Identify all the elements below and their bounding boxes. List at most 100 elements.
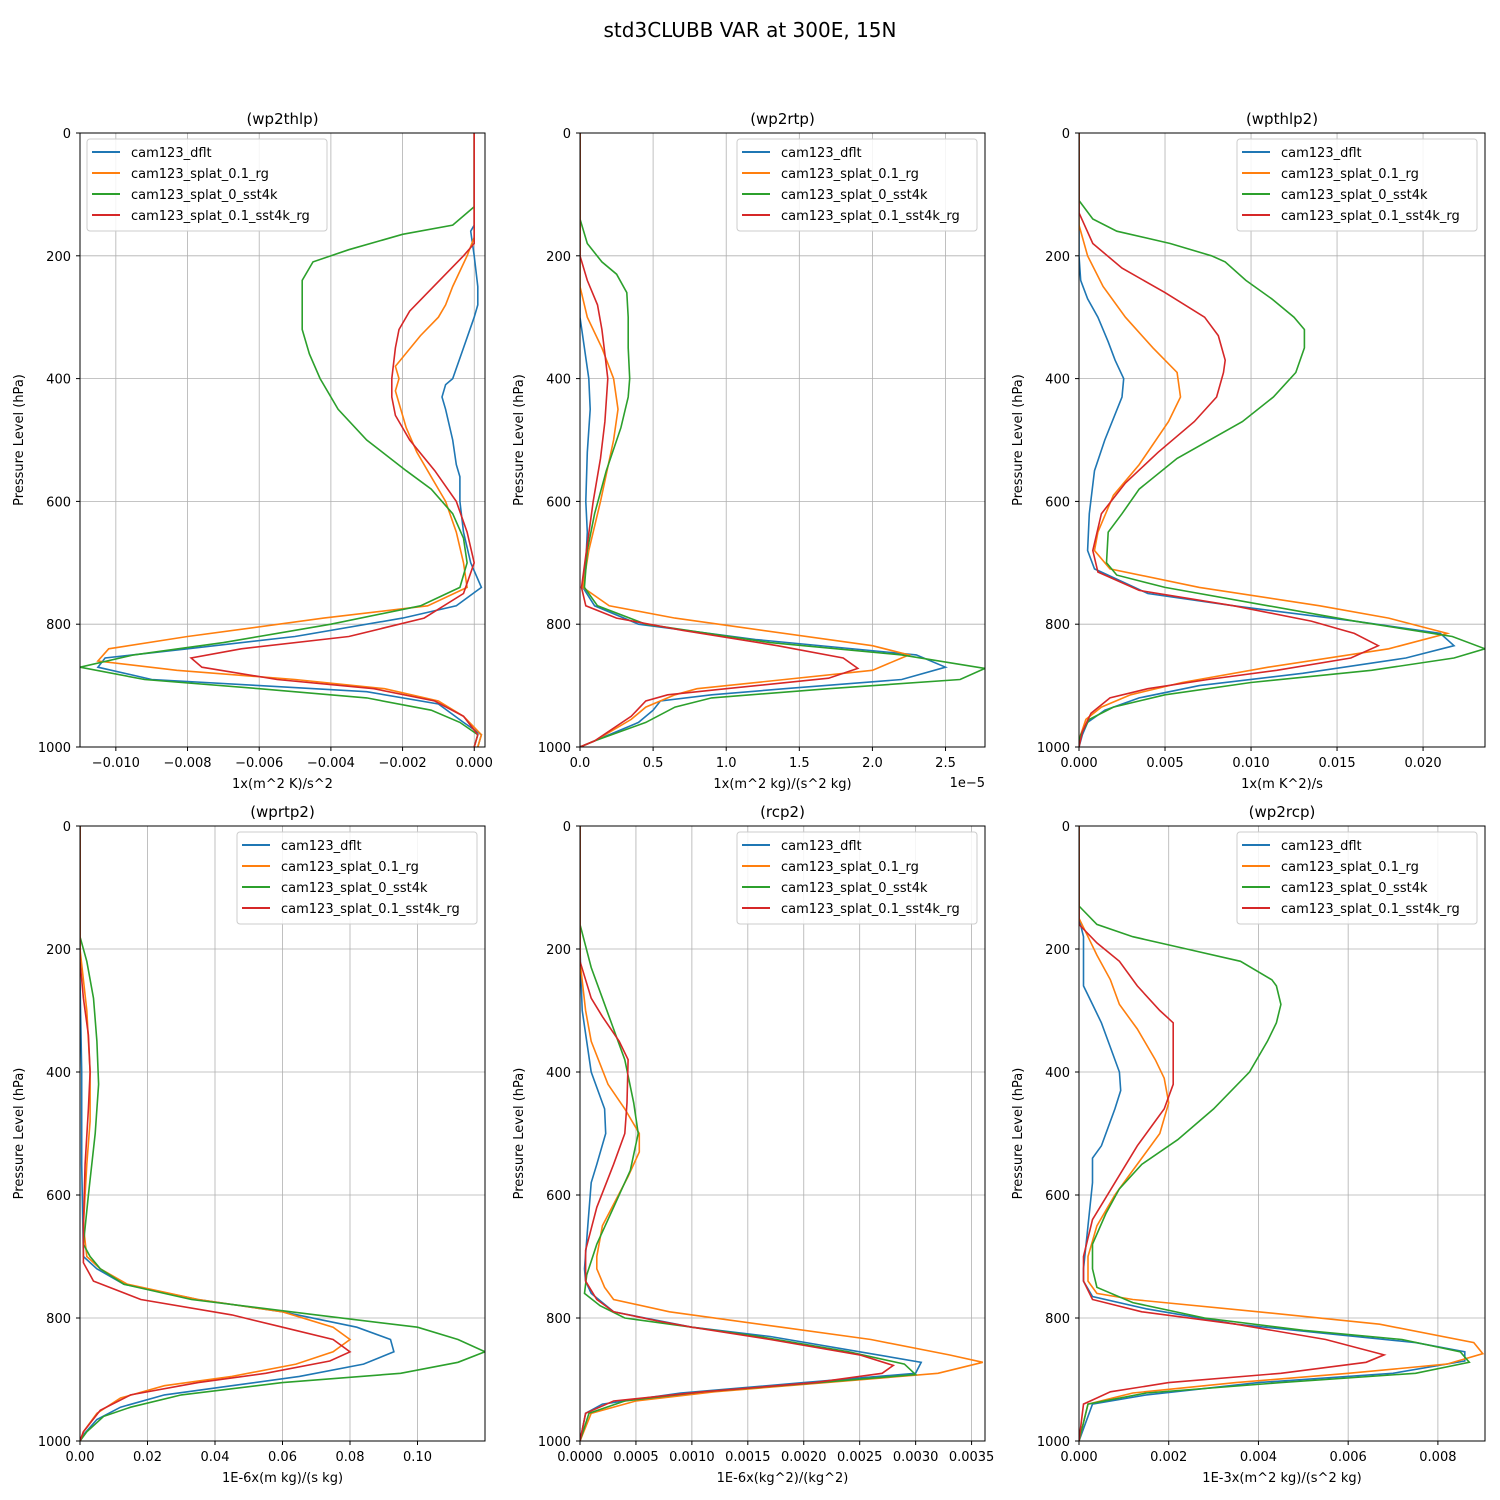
legend-label: cam123_splat_0_sst4k: [1281, 188, 1428, 203]
x-tick-label: 0.010: [1232, 756, 1269, 771]
y-tick-label: 200: [46, 250, 71, 265]
chart-panel-3: 0.000 0.005 0.010 0.015 0.020 0 200 400 600 800 10…: [1011, 110, 1486, 792]
x-tick-label: 0.0000: [557, 1450, 603, 1465]
chart-title: (wprtp2): [250, 803, 315, 821]
y-tick-label: 400: [1045, 373, 1070, 388]
legend: cam123_dflt cam123_splat_0.1_rg cam123_spl…: [86, 138, 328, 232]
legend: cam123_dflt cam123_splat_0.1_rg cam123_spl…: [236, 831, 478, 925]
legend-label: cam123_splat_0.1_sst4k_rg: [781, 209, 960, 224]
series-line-cam123_splat_0.1_rg: [580, 133, 912, 747]
legend-label: cam123_splat_0.1_rg: [1281, 860, 1419, 875]
x-tick-label: 0.000: [1060, 756, 1097, 771]
legend-label: cam123_splat_0_sst4k: [281, 881, 428, 896]
legend-label: cam123_splat_0.1_rg: [781, 860, 919, 875]
y-tick-label: 600: [546, 495, 571, 510]
x-tick-label: 0.005: [1146, 756, 1183, 771]
x-tick-label: 0.0035: [949, 1450, 995, 1465]
legend-box: [736, 138, 978, 232]
y-tick-label: 600: [1045, 495, 1070, 510]
y-tick-label: 1000: [1037, 1435, 1070, 1450]
x-tick-label: 0.008: [1419, 1450, 1456, 1465]
chart-title: (rcp2): [760, 803, 805, 821]
legend-box: [1236, 138, 1478, 232]
y-tick-label: 400: [46, 373, 71, 388]
series-line-cam123_dflt: [80, 826, 395, 1441]
x-tick-label: 0.00: [66, 1450, 95, 1465]
series-line-cam123_splat_0_sst4k: [80, 826, 485, 1441]
x-tick-label: 2.5: [935, 756, 956, 771]
x-axis-label: 1E-6x(m kg)/(s kg): [222, 1471, 343, 1486]
x-tick-label: 0.0010: [669, 1450, 715, 1465]
y-tick-label: 400: [46, 1066, 71, 1081]
legend-label: cam123_dflt: [281, 839, 362, 854]
y-tick-label: 200: [1045, 943, 1070, 958]
y-tick-label: 400: [1045, 1066, 1070, 1081]
axes-frame: [579, 825, 986, 1442]
y-tick-label: 400: [546, 1066, 571, 1081]
x-tick-label: 2.0: [862, 756, 883, 771]
y-tick-label: 1000: [538, 1435, 571, 1450]
y-tick-label: 600: [46, 495, 71, 510]
x-axis-label: 1E-6x(kg^2)/(kg^2): [717, 1471, 849, 1486]
x-tick-label: 0.5: [643, 756, 664, 771]
legend-label: cam123_dflt: [131, 146, 212, 161]
y-axis-label: Pressure Level (hPa): [12, 374, 27, 506]
series-line-cam123_splat_0_sst4k: [80, 133, 479, 747]
series-line-cam123_splat_0.1_sst4k_rg: [580, 133, 860, 747]
x-tick-label: 0.0020: [781, 1450, 827, 1465]
x-tick-label: 0.006: [1330, 1450, 1367, 1465]
y-tick-label: 1000: [538, 741, 571, 756]
legend-label: cam123_dflt: [1281, 146, 1362, 161]
series-line-cam123_splat_0.1_sst4k_rg: [1079, 826, 1387, 1441]
x-tick-label: −0.004: [307, 756, 355, 771]
y-tick-label: 0: [563, 127, 571, 142]
legend-box: [236, 831, 478, 925]
chart-title: (wpthlp2): [1246, 110, 1318, 128]
legend: cam123_dflt cam123_splat_0.1_rg cam123_spl…: [736, 138, 978, 232]
chart-panel-6: 0.000 0.002 0.004 0.006 0.008 0 200 400 600 800 10…: [1011, 803, 1486, 1486]
legend-box: [86, 138, 328, 232]
x-tick-label: 0.06: [268, 1450, 297, 1465]
x-tick-label: 0.04: [201, 1450, 230, 1465]
series-line-cam123_splat_0.1_rg: [96, 133, 483, 747]
x-tick-label: 1.5: [789, 756, 810, 771]
series-line-cam123_dflt: [580, 826, 923, 1441]
series-line-cam123_splat_0_sst4k: [1079, 826, 1471, 1441]
x-tick-label: 0.02: [133, 1450, 162, 1465]
x-tick-label: 0.015: [1318, 756, 1355, 771]
figure-title: std3CLUBB VAR at 300E, 15N: [604, 18, 897, 42]
y-tick-label: 600: [546, 1189, 571, 1204]
chart-title: (wp2thlp): [246, 110, 318, 128]
y-tick-label: 800: [46, 618, 71, 633]
x-tick-label: 0.0015: [725, 1450, 771, 1465]
axes-frame: [1078, 132, 1486, 748]
x-tick-label: 0.002: [1150, 1450, 1187, 1465]
legend: cam123_dflt cam123_splat_0.1_rg cam123_spl…: [1236, 831, 1478, 925]
x-tick-label: −0.002: [379, 756, 427, 771]
legend-box: [736, 831, 978, 925]
legend-label: cam123_splat_0.1_sst4k_rg: [281, 902, 460, 917]
legend-label: cam123_dflt: [781, 146, 862, 161]
x-tick-label: 0.0005: [613, 1450, 659, 1465]
legend-label: cam123_splat_0_sst4k: [781, 188, 928, 203]
series-line-cam123_dflt: [1079, 133, 1456, 747]
y-tick-label: 600: [46, 1189, 71, 1204]
x-tick-label: 0.0030: [893, 1450, 939, 1465]
chart-title: (wp2rtp): [750, 110, 815, 128]
chart-title: (wp2rcp): [1249, 803, 1316, 821]
y-tick-label: 1000: [38, 741, 71, 756]
y-axis-label: Pressure Level (hPa): [512, 374, 527, 506]
y-tick-label: 600: [1045, 1189, 1070, 1204]
x-axis-label: 1x(m^2 K)/s^2: [232, 777, 333, 792]
y-tick-label: 200: [546, 943, 571, 958]
x-tick-label: −0.010: [92, 756, 140, 771]
series-line-cam123_splat_0_sst4k: [1079, 133, 1485, 747]
x-tick-label: −0.008: [163, 756, 211, 771]
x-tick-label: −0.006: [235, 756, 283, 771]
y-tick-label: 0: [63, 820, 71, 835]
legend-label: cam123_splat_0.1_sst4k_rg: [1281, 902, 1460, 917]
chart-panel-5: 0.0000 0.0005 0.0010 0.0015 0.0020 0.0025 0.00…: [512, 803, 994, 1486]
x-tick-label: 0.004: [1240, 1450, 1277, 1465]
legend-box: [1236, 831, 1478, 925]
axes-frame: [79, 132, 486, 748]
